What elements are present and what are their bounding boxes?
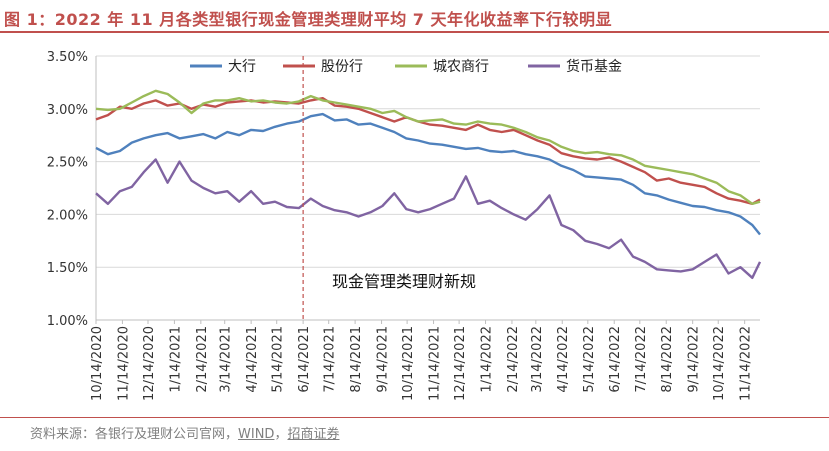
x-tick-label: 11/14/2021	[428, 326, 443, 401]
x-tick-label: 11/14/2022	[739, 326, 754, 401]
legend-label: 股份行	[321, 59, 363, 75]
source-prefix: 资料来源：各银行及理财公司官网，	[30, 427, 239, 442]
x-tick-label: 7/14/2022	[634, 326, 649, 393]
legend-label: 大行	[228, 59, 256, 75]
footer-divider	[0, 417, 829, 418]
series-line	[95, 89, 761, 205]
x-tick-label: 3/14/2022	[530, 326, 545, 393]
x-tick-label: 6/14/2021	[297, 326, 312, 393]
x-tick-label: 1/14/2021	[168, 326, 183, 393]
x-tick-label: 3/14/2021	[219, 326, 234, 393]
series-line	[95, 97, 761, 205]
y-tick-label: 1.50%	[47, 261, 88, 276]
annotation-label: 现金管理类理财新规	[332, 272, 476, 291]
annotation: 现金管理类理财新规	[302, 56, 476, 320]
x-tick-label: 12/14/2020	[142, 326, 157, 401]
source-cms: 招商证券	[287, 427, 340, 442]
x-tick-label: 4/14/2021	[245, 326, 260, 393]
x-tick-label: 1/14/2022	[480, 326, 495, 393]
y-tick-label: 2.50%	[47, 156, 88, 171]
x-tick-label: 11/14/2020	[116, 326, 131, 401]
series-line	[95, 158, 762, 279]
y-tick-label: 2.00%	[47, 208, 88, 223]
y-tick-label: 1.00%	[47, 314, 88, 329]
x-tick-label: 5/14/2021	[271, 326, 286, 393]
legend-label: 城农商行	[433, 59, 489, 75]
x-tick-label: 9/14/2021	[376, 326, 391, 393]
x-tick-label: 7/14/2021	[323, 326, 338, 393]
x-tick-label: 9/14/2022	[687, 326, 702, 393]
title-divider	[0, 31, 829, 33]
x-tick-label: 2/14/2021	[195, 326, 210, 393]
source-separator: ，	[274, 427, 288, 442]
y-axis: 1.00% 1.50% 2.00% 2.50% 3.00% 3.50%	[47, 50, 97, 329]
x-axis: 10/14/2020 11/14/2020 12/14/2020 1/14/2021 2…	[90, 319, 760, 401]
legend-label: 货币基金	[566, 58, 622, 75]
series-lines	[95, 89, 762, 279]
line-chart: 1.00% 1.50% 2.00% 2.50% 3.00% 3.50% 10/14/202…	[47, 50, 762, 401]
x-tick-label: 8/14/2021	[349, 326, 364, 393]
x-tick-label: 12/14/2021	[453, 326, 468, 401]
y-tick-label: 3.50%	[47, 50, 88, 65]
source-note: 资料来源：各银行及理财公司官网，WIND，招商证券	[30, 423, 339, 442]
x-tick-label: 4/14/2022	[556, 326, 571, 393]
x-tick-label: 2/14/2022	[506, 326, 521, 393]
x-tick-label: 10/14/2020	[90, 326, 105, 401]
x-tick-label: 8/14/2022	[660, 326, 675, 393]
x-tick-label: 5/14/2022	[582, 326, 597, 393]
y-tick-label: 3.00%	[47, 103, 88, 118]
chart-title: 图 1：2022 年 11 月各类型银行现金管理类理财平均 7 天年化收益率下行…	[4, 10, 612, 29]
x-tick-label: 6/14/2022	[608, 326, 623, 393]
series-line	[95, 112, 761, 236]
x-tick-label: 10/14/2022	[712, 326, 727, 401]
source-wind: WIND	[238, 427, 275, 442]
legend: 大行 股份行 城农商行 货币基金	[190, 58, 622, 75]
x-tick-label: 10/14/2021	[401, 326, 416, 401]
